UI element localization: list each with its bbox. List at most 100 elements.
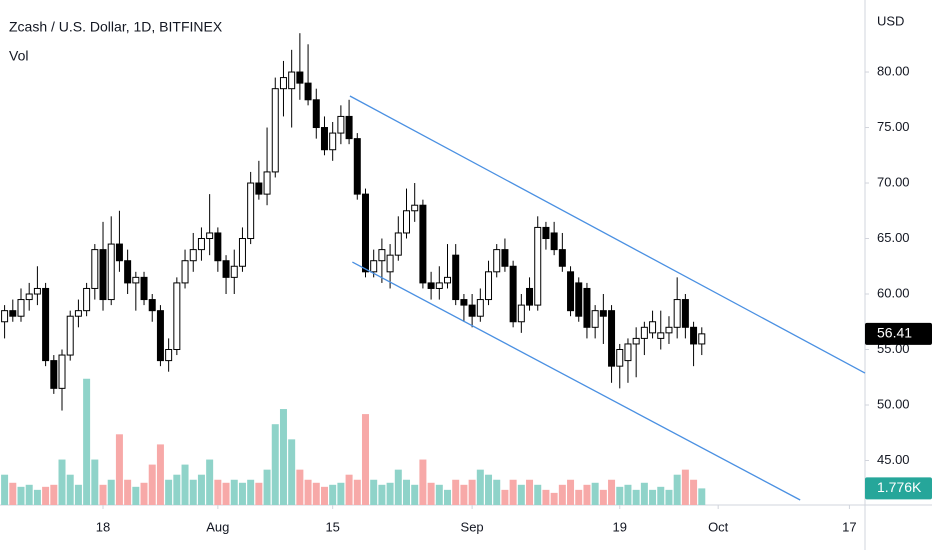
candle-body	[698, 333, 706, 345]
candle-body	[222, 260, 230, 278]
volume-bar	[575, 489, 583, 505]
y-tick-label: 70.00	[877, 174, 910, 189]
volume-bar	[17, 486, 25, 505]
volume-bar	[206, 459, 214, 505]
volume-bar	[197, 474, 205, 505]
volume-bar	[517, 484, 525, 505]
candle-body	[288, 71, 296, 90]
volume-bar	[304, 479, 312, 505]
x-tick-label: Aug	[206, 519, 229, 534]
volume-bar	[263, 469, 271, 505]
candle-body	[25, 293, 33, 301]
volume-bar	[681, 469, 689, 505]
volume-bar	[271, 424, 279, 505]
volume-bar	[107, 479, 115, 505]
candle-body	[173, 282, 181, 351]
volume-bar	[386, 482, 394, 505]
volume-bar	[534, 484, 542, 505]
volume-bar	[501, 489, 509, 505]
volume-bar	[591, 482, 599, 505]
volume-bar	[255, 482, 263, 505]
channel-line	[349, 95, 866, 374]
volume-bar	[132, 486, 140, 505]
volume-bar	[361, 414, 369, 505]
candle-body	[124, 260, 132, 284]
volume-bar	[608, 479, 616, 505]
volume-bar	[640, 482, 648, 505]
volume-bar	[665, 489, 673, 505]
volume-bar	[124, 479, 132, 505]
x-tick-label: Oct	[708, 519, 729, 534]
volume-bar	[673, 474, 681, 505]
candle-body	[386, 254, 394, 273]
volume-bar	[173, 474, 181, 505]
volume-bar	[214, 479, 222, 505]
candle-body	[575, 282, 583, 317]
volume-bar	[25, 484, 33, 505]
chart-title: Zcash / U.S. Dollar, 1D, BITFINEX	[9, 19, 223, 35]
volume-bar	[698, 488, 706, 505]
volume-bar	[526, 479, 534, 505]
volume-bar	[690, 479, 698, 505]
last-price-label: 56.41	[877, 325, 912, 341]
volume-bar	[33, 489, 41, 505]
candle-body	[312, 99, 320, 129]
volume-bar	[83, 378, 91, 505]
volume-bar	[320, 486, 328, 505]
candle-body	[197, 238, 205, 251]
candle-body	[271, 88, 279, 173]
candle-body	[345, 115, 353, 140]
volume-bar	[411, 484, 419, 505]
volume-bar	[493, 479, 501, 505]
candle-body	[91, 249, 99, 289]
candle-body	[279, 77, 287, 90]
candle-body	[640, 326, 648, 339]
volume-bar	[550, 492, 558, 505]
volume-bar	[435, 484, 443, 505]
candle-body	[214, 232, 222, 262]
candle-body	[402, 210, 410, 234]
last-volume-label: 1.776K	[877, 479, 922, 495]
candle-body	[304, 82, 312, 101]
candle-body	[444, 276, 452, 284]
candle-body	[509, 265, 517, 323]
candle-body	[493, 249, 501, 273]
y-tick-label: 75.00	[877, 119, 910, 134]
candle-body	[115, 243, 123, 262]
volume-bar	[583, 484, 591, 505]
volume-bar	[558, 484, 566, 505]
candle-body	[9, 310, 17, 317]
candle-body	[165, 349, 173, 362]
y-tick-label: 80.00	[877, 63, 910, 78]
volume-bar	[329, 484, 337, 505]
volume-bar	[74, 484, 82, 505]
volume-bar	[247, 479, 255, 505]
candle-body	[657, 332, 665, 339]
candle-body	[567, 271, 575, 312]
candle-body	[394, 232, 402, 256]
volume-bar	[230, 479, 238, 505]
candle-body	[361, 193, 369, 273]
volume-bar	[567, 479, 575, 505]
volume-bar	[485, 474, 493, 505]
candle-body	[42, 287, 50, 362]
candle-body	[230, 265, 238, 278]
candle-body	[74, 310, 82, 317]
candle-body	[156, 310, 164, 362]
candle-body	[238, 238, 246, 267]
candle-body	[411, 204, 419, 212]
volume-bar	[509, 479, 517, 505]
candle-body	[181, 260, 189, 284]
volume-bar	[42, 486, 50, 505]
volume-bar	[468, 479, 476, 505]
candle-body	[99, 249, 107, 301]
volume-bar	[337, 482, 345, 505]
candle-body	[320, 127, 328, 151]
candle-body	[485, 271, 493, 301]
volume-bar	[156, 444, 164, 505]
volume-bar	[279, 409, 287, 505]
candle-body	[107, 243, 115, 301]
volume-bar	[99, 484, 107, 505]
candle-body	[50, 360, 58, 389]
candle-body	[690, 326, 698, 345]
